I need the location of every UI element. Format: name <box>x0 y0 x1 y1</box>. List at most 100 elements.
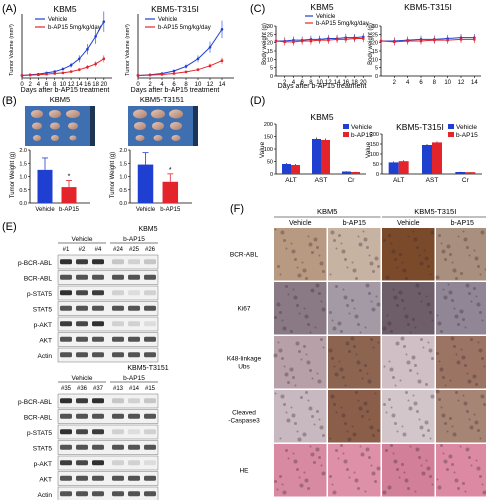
ihc-cell <box>392 376 395 379</box>
ihc-cell <box>374 480 377 483</box>
panel-label-a: (A) <box>2 3 17 15</box>
x-tick-label: 20 <box>360 80 367 86</box>
ihc-cell <box>311 251 314 254</box>
ihc-cell <box>345 341 350 346</box>
lane-label: #24 <box>113 247 124 253</box>
ihc-cell <box>279 475 282 478</box>
panel-d-title-1: KBM5 <box>310 112 333 122</box>
data-point <box>20 74 24 77</box>
ihc-row-label: BCR-ABL <box>230 251 259 258</box>
ihc-cell <box>474 420 479 425</box>
blot-group-vehicle: Vehicle <box>72 236 93 243</box>
ihc-cell <box>430 230 435 235</box>
ihc-cell <box>376 302 381 307</box>
ihc-cell <box>444 422 447 425</box>
ihc-cell <box>388 360 391 363</box>
panel-a-legend-1: Vehicle b-AP15 5mg/kg/day <box>35 17 101 31</box>
data-point <box>53 70 57 73</box>
ihc-cell <box>370 464 373 467</box>
ihc-cell <box>466 246 469 249</box>
blot-band <box>112 444 124 450</box>
ihc-cell <box>371 471 376 476</box>
ihc-cell <box>449 253 452 256</box>
panel-a-ylabel-2: Tumor Volume (mm³) <box>125 24 131 76</box>
ihc-cell <box>342 452 345 455</box>
ihc-tile <box>274 336 327 389</box>
panel-label-f: (F) <box>230 203 244 215</box>
ihc-cell <box>356 360 361 365</box>
ihc-tile <box>382 444 435 497</box>
ihc-cell <box>274 392 277 395</box>
tumor-photo-kbm5-t315i <box>128 106 198 146</box>
data-point <box>419 39 423 43</box>
x-tick-label: 12 <box>68 82 75 88</box>
blot-band <box>92 305 104 311</box>
ihc-cell <box>278 348 283 353</box>
ihc-cell <box>364 326 367 329</box>
ihc-cell <box>403 345 406 348</box>
ihc-cell <box>472 374 477 379</box>
ihc-cell <box>411 355 416 360</box>
ihc-cell <box>382 326 387 331</box>
blot-band <box>128 444 140 450</box>
blot-band <box>112 336 124 342</box>
ihc-cell <box>351 425 354 428</box>
ihc-cell <box>276 302 281 307</box>
ihc-cell <box>313 237 318 242</box>
ihc-cell <box>361 415 364 418</box>
legend-label-treat: b-AP15 5mg/kg/day <box>48 25 101 31</box>
x-tick-label: 2 <box>29 82 33 88</box>
ihc-cell <box>348 476 351 479</box>
ihc-cell <box>385 411 388 414</box>
x-tick-label: 10 <box>195 82 202 88</box>
blot-band <box>60 352 72 358</box>
ihc-cell <box>443 295 448 300</box>
x-tick-label: 6 <box>45 82 49 88</box>
ihc-cell <box>437 321 442 326</box>
ihc-cell <box>307 235 310 238</box>
ihc-cell <box>460 348 463 351</box>
ihc-cell <box>415 283 420 288</box>
ihc-cell <box>477 429 480 432</box>
ihc-cell <box>394 258 397 261</box>
ihc-cell <box>455 391 458 394</box>
ihc-cell <box>463 401 468 406</box>
data-point <box>292 40 295 44</box>
y-tick-label: 0 <box>270 74 273 80</box>
ihc-tile <box>274 228 327 281</box>
ihc-cell <box>366 410 369 413</box>
panel-label-e: (E) <box>2 221 17 233</box>
legend-swatch-vehicle <box>343 124 349 129</box>
ihc-cell <box>426 302 431 307</box>
ihc-cell <box>363 401 368 406</box>
ihc-cell <box>413 237 418 242</box>
x-tick-label: b-AP15 <box>160 207 181 213</box>
x-tick-label: 6 <box>419 80 423 86</box>
lane-label: #36 <box>77 386 88 392</box>
ihc-cell <box>390 242 393 245</box>
ihc-cell <box>451 261 454 264</box>
x-tick-label: 2 <box>393 80 397 86</box>
panel-label-d: (D) <box>250 95 265 107</box>
blot-group-vehicle: Vehicle <box>72 375 93 382</box>
ihc-cell <box>319 425 324 430</box>
ihc-cell <box>352 432 357 437</box>
blot-group-treat: b-AP15 <box>123 236 145 243</box>
chart-B1: 0.0 0.5 1.0 1.5 2.0 Vehicle b-AP15 * <box>19 148 90 213</box>
ihc-cell <box>279 311 282 314</box>
ihc-cell <box>347 437 352 442</box>
ihc-cell <box>297 273 302 278</box>
ihc-cell <box>344 422 347 425</box>
data-point <box>102 57 106 60</box>
ihc-cell <box>443 459 448 464</box>
ihc-cell <box>333 403 336 406</box>
ihc-cell <box>444 384 447 387</box>
ihc-cell <box>290 406 293 409</box>
ihc-cell <box>440 444 443 447</box>
ihc-cell <box>298 312 301 315</box>
ihc-cell <box>292 376 295 379</box>
ihc-cell <box>307 487 310 490</box>
blot-band <box>112 305 124 311</box>
x-tick-label: 8 <box>53 82 57 88</box>
ihc-cell <box>470 464 473 467</box>
